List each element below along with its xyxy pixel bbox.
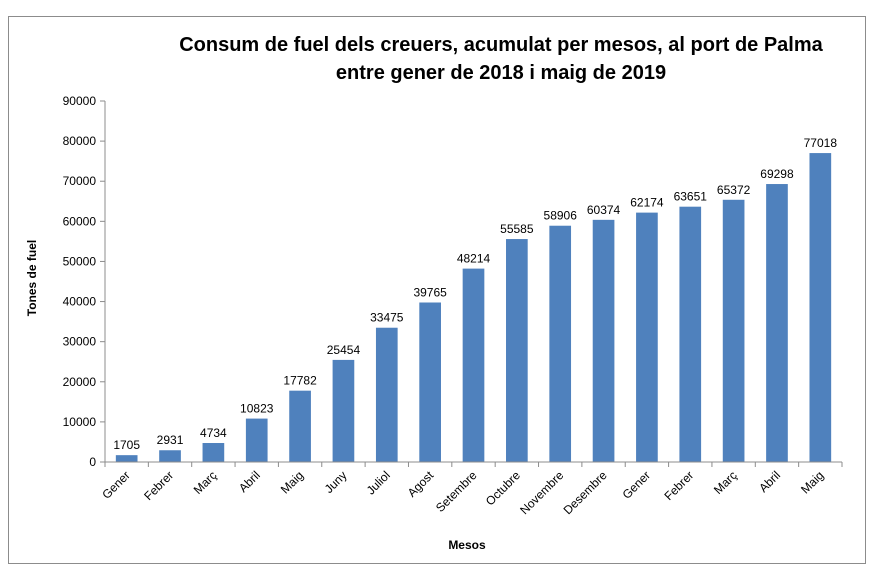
bar <box>332 359 355 462</box>
data-label: 48214 <box>457 252 491 266</box>
x-tick-label: Juliol <box>364 468 393 497</box>
x-tick-label: Agost <box>405 468 437 500</box>
data-label: 1705 <box>113 438 140 452</box>
bar <box>202 443 225 462</box>
x-tick-label: Maig <box>278 468 306 496</box>
bars: 1705 2931 4734 10823 17782 25454 33475 39765 482… <box>113 136 837 462</box>
x-tick-label: Març <box>711 468 740 497</box>
bar <box>375 327 398 462</box>
data-label: 58906 <box>544 209 578 223</box>
y-tick-label: 30000 <box>63 335 97 349</box>
y-tick-label: 80000 <box>63 134 97 148</box>
chart-title: Consum de fuel dels creuers, acumulat pe… <box>0 31 882 87</box>
bar <box>462 268 485 462</box>
data-label: 69298 <box>760 167 794 181</box>
y-tick-label: 70000 <box>63 174 97 188</box>
y-tick-label: 40000 <box>63 295 97 309</box>
y-tick-label: 90000 <box>63 94 97 108</box>
bar <box>419 302 441 462</box>
bar <box>722 199 745 462</box>
x-tick-label: Octubre <box>483 468 523 508</box>
y-tick-label: 20000 <box>63 375 97 389</box>
bar <box>159 450 181 462</box>
data-label: 60374 <box>587 203 621 217</box>
x-tick-label: Febrer <box>661 468 696 503</box>
data-label: 62174 <box>630 196 664 210</box>
x-axis: Gener Febrer Març Abril Maig Juny Juliol AgostS… <box>99 461 843 517</box>
x-tick-label: Novembre <box>517 468 566 517</box>
data-label: 25454 <box>327 343 361 357</box>
chart-title-line-1: Consum de fuel dels creuers, acumulat pe… <box>179 34 823 56</box>
x-tick-label: Abril <box>236 468 263 495</box>
x-tick-label: Maig <box>798 468 826 496</box>
chart-title-line-2: entre gener de 2018 i maig de 2019 <box>335 62 667 84</box>
data-label: 17782 <box>283 374 317 388</box>
data-label: 10823 <box>240 402 274 416</box>
bar <box>289 390 311 462</box>
bar <box>592 219 615 462</box>
x-tick-label: Febrer <box>141 468 176 503</box>
x-tick-label: Gener <box>99 468 132 501</box>
data-label: 39765 <box>413 285 447 299</box>
x-tick-label: Gener <box>620 468 653 501</box>
y-tick-label: 50000 <box>63 254 97 268</box>
y-axis: 0 10000 20000 30000 40000 50000 60000 70000 8000… <box>63 94 106 469</box>
y-tick-label: 0 <box>89 455 96 469</box>
y-tick-label: 60000 <box>63 214 97 228</box>
y-axis-label: Tones de fuel <box>25 240 39 316</box>
x-tick-label: Abril <box>756 468 783 495</box>
bar <box>809 153 832 462</box>
x-tick-label: Març <box>191 468 220 497</box>
x-tick-label: Setembre <box>433 468 480 515</box>
x-tick-label: Juny <box>322 468 350 496</box>
data-label: 55585 <box>500 222 534 236</box>
data-label: 77018 <box>804 136 838 150</box>
bar <box>115 455 138 462</box>
data-label: 33475 <box>370 311 404 325</box>
data-label: 63651 <box>674 190 708 204</box>
bar <box>506 239 528 462</box>
bar <box>679 206 702 462</box>
data-label: 65372 <box>717 183 751 197</box>
x-axis-label: Mesos <box>448 538 486 552</box>
bar <box>549 225 572 462</box>
data-label: 2931 <box>157 433 184 447</box>
bar <box>766 184 788 462</box>
bar <box>245 418 268 462</box>
x-tick-label: Desembre <box>561 468 610 517</box>
bar <box>636 212 658 462</box>
y-tick-label: 10000 <box>63 415 97 429</box>
data-label: 4734 <box>200 426 227 440</box>
